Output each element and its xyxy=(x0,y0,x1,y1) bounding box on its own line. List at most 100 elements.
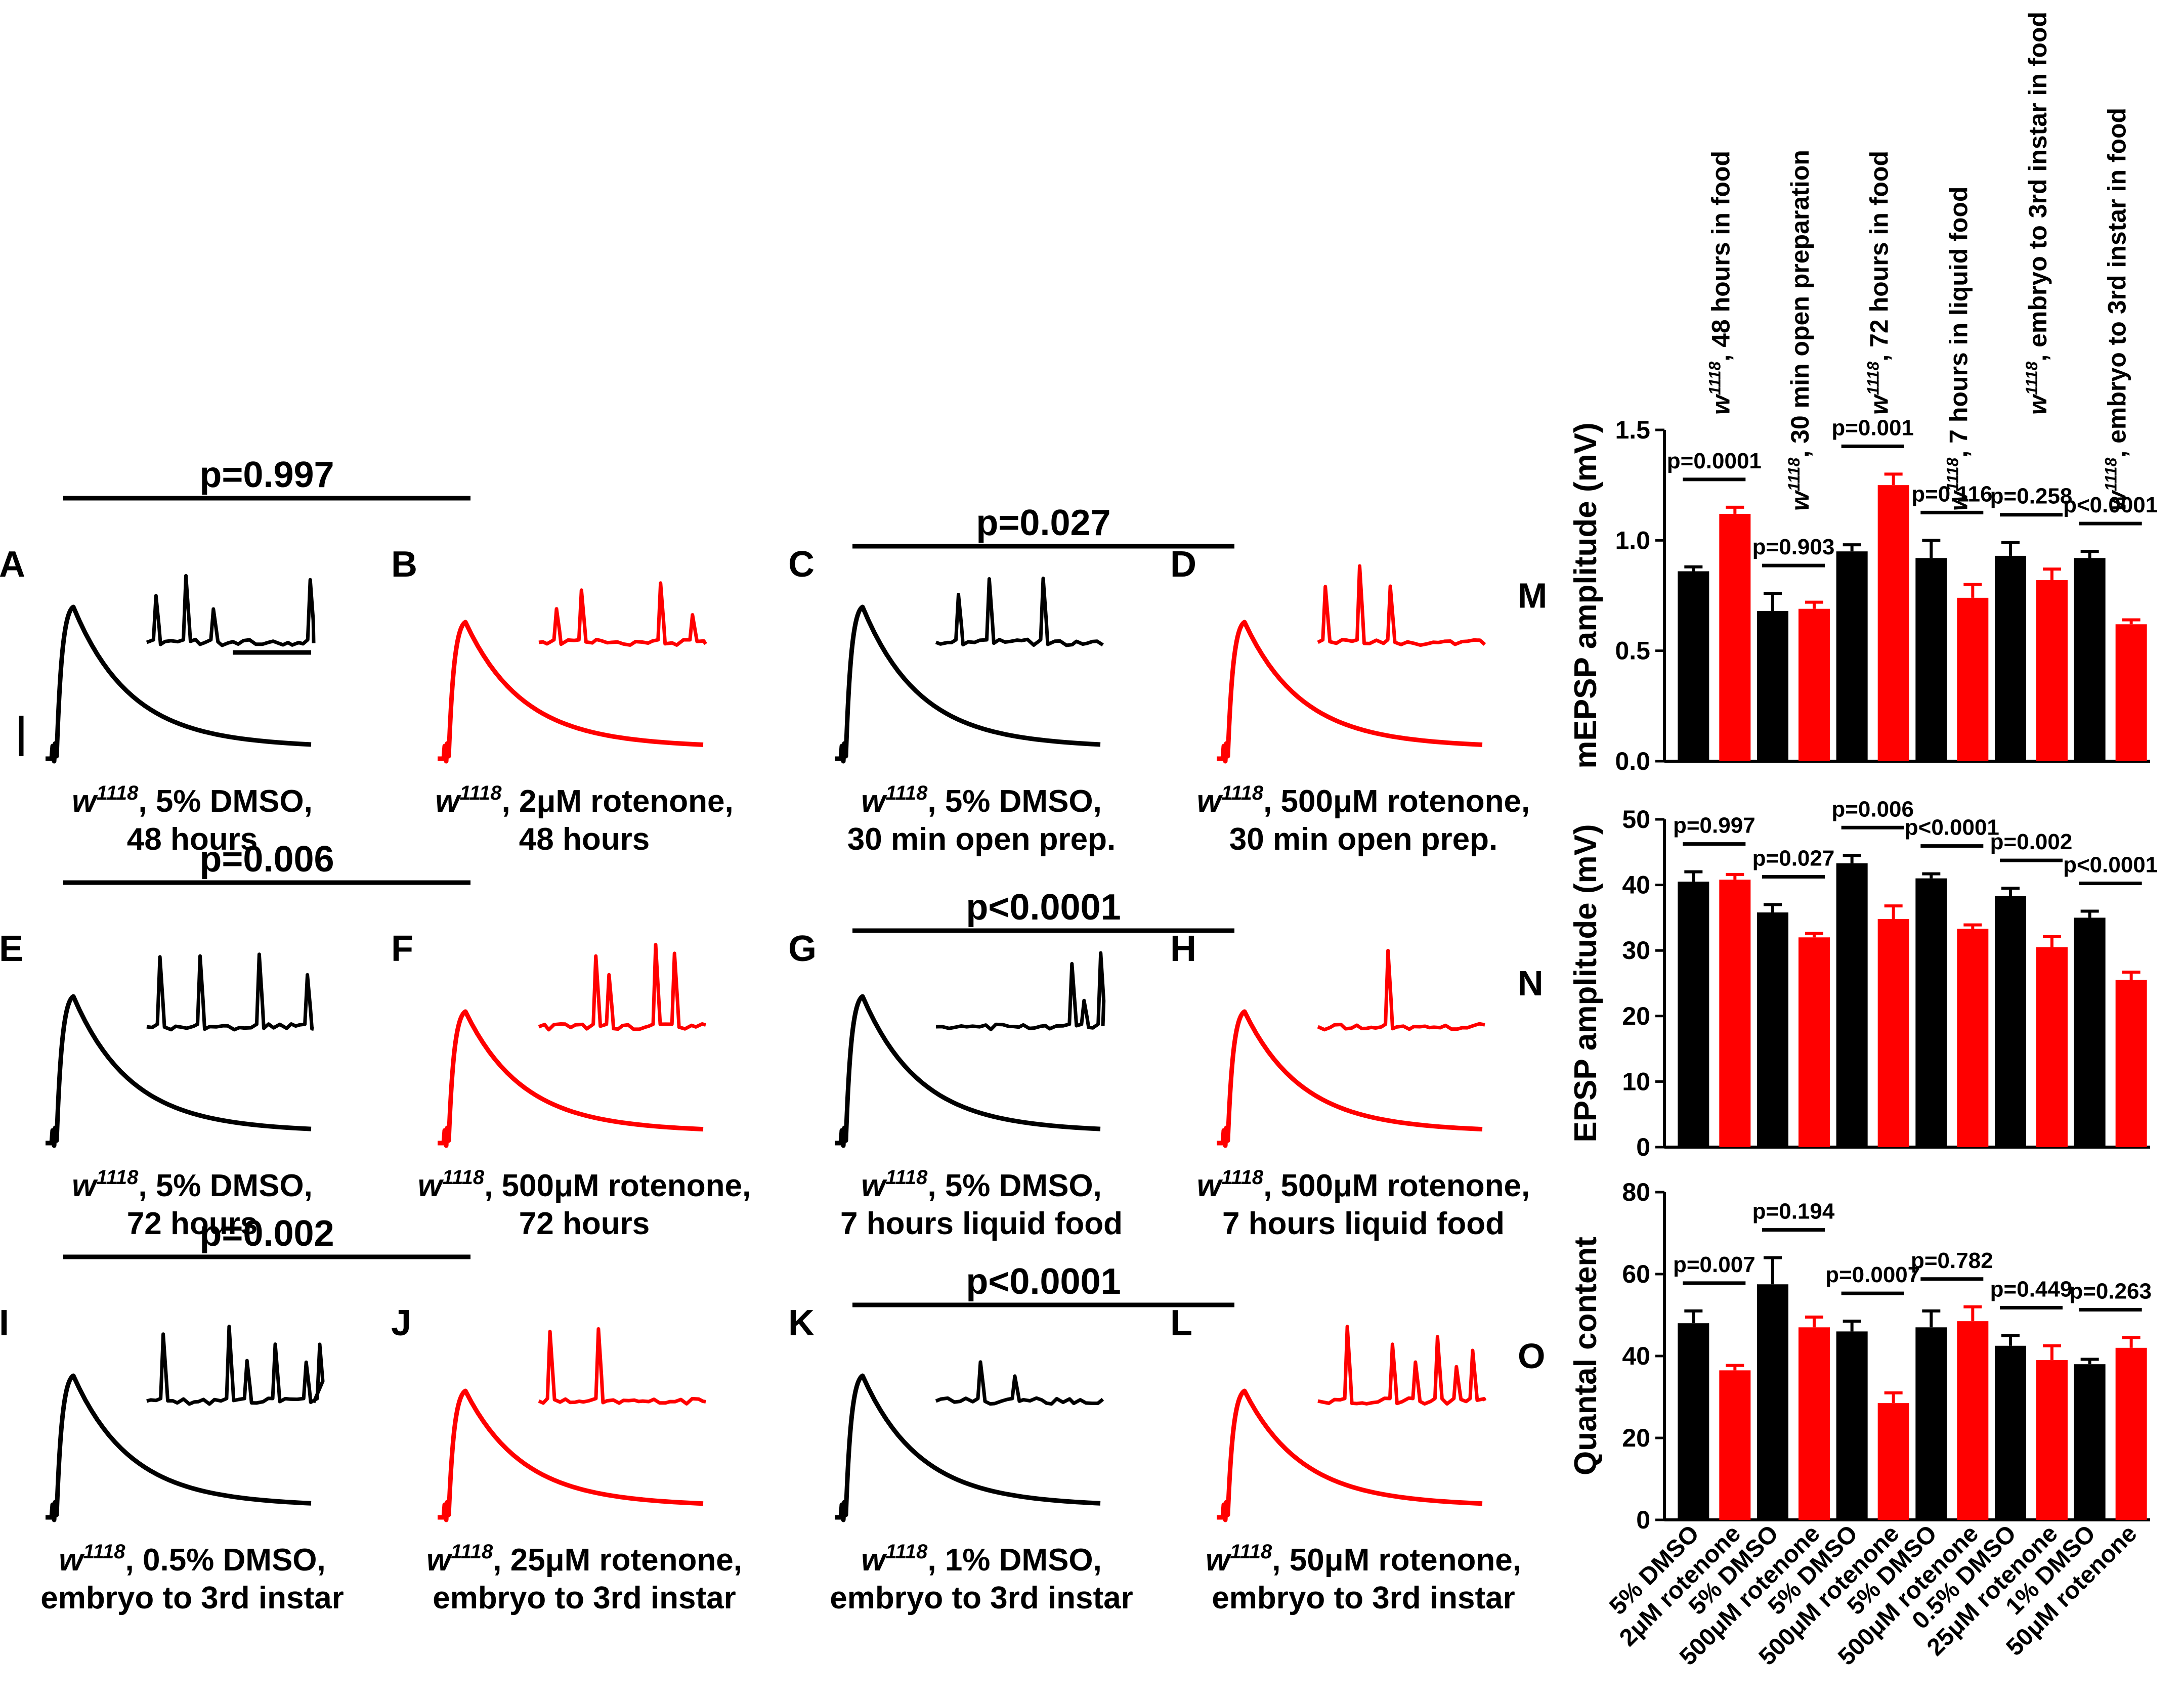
genotype-superscript: 1118 xyxy=(1221,1166,1264,1189)
genotype-superscript: 1118 xyxy=(1705,361,1724,395)
condition-text: , 500μM rotenone, xyxy=(1263,784,1530,819)
panel-letter: K xyxy=(788,1303,815,1343)
control-bar xyxy=(2074,1364,2106,1520)
panel-letter: N xyxy=(1518,964,1544,1003)
p-value-label: p=0.0001 xyxy=(1667,449,1762,473)
genotype-superscript: 1118 xyxy=(885,782,928,804)
control-bar xyxy=(1915,558,1947,761)
condition-text: , 2μM rotenone, xyxy=(502,784,734,819)
p-value-label: p<0.0001 xyxy=(966,1261,1121,1302)
condition-text: , 5% DMSO, xyxy=(927,784,1102,819)
genotype: w xyxy=(861,1168,887,1203)
p-value-label: p=0.782 xyxy=(1911,1248,1993,1273)
genotype: w xyxy=(1944,490,1973,511)
p-value-label: p=0.027 xyxy=(976,503,1110,543)
y-tick-label: 20 xyxy=(1622,1002,1650,1030)
p-value-label: p=0.002 xyxy=(199,1213,334,1254)
genotype-superscript: 1118 xyxy=(451,1541,493,1563)
y-tick-label: 0.5 xyxy=(1615,637,1650,665)
treatment-bar xyxy=(1877,919,1909,1147)
y-tick-label: 1.5 xyxy=(1615,416,1650,444)
control-bar xyxy=(1836,863,1868,1147)
treatment-bar xyxy=(1798,1327,1830,1520)
control-bar xyxy=(2074,558,2106,761)
y-tick-label: 40 xyxy=(1622,871,1650,899)
treatment-bar xyxy=(1957,929,1989,1147)
mepsp-trace xyxy=(538,1327,706,1406)
p-value-label: p=0.027 xyxy=(1752,846,1835,870)
genotype-superscript: 1118 xyxy=(1943,457,1961,491)
condition-label: w1118, embryo to 3rd instar in food xyxy=(2023,12,2052,415)
treatment-bar xyxy=(1719,880,1751,1147)
trace-caption-line2: 30 min open prep. xyxy=(847,822,1116,857)
treatment-bar xyxy=(1798,937,1830,1147)
epsp-trace xyxy=(1217,1009,1483,1148)
y-tick-label: 60 xyxy=(1622,1260,1650,1288)
bar-chart-O: 0 20 40 60 80 Quantal content Op=0.007 p=0.194 p… xyxy=(1518,1178,2152,1671)
y-tick-label: 30 xyxy=(1622,936,1650,965)
trace-caption-line2: embryo to 3rd instar xyxy=(1212,1581,1515,1615)
mepsp-trace xyxy=(935,1360,1104,1406)
y-tick-label: 10 xyxy=(1622,1067,1650,1096)
panel-letter: B xyxy=(391,544,417,585)
genotype-superscript: 1118 xyxy=(1230,1541,1272,1563)
trace-caption-line1: w1118, 50μM rotenone, xyxy=(1206,1541,1521,1578)
genotype-superscript: 1118 xyxy=(459,782,502,804)
treatment-bar xyxy=(2115,1347,2147,1520)
epsp-trace xyxy=(835,994,1101,1148)
p-value-label: p=0.001 xyxy=(1831,415,1914,440)
trace-caption-line1: w1118, 5% DMSO, xyxy=(72,782,313,819)
genotype-superscript: 1118 xyxy=(885,1166,928,1189)
condition-text: , 72 hours in food xyxy=(1865,151,1894,362)
trace-caption-line1: w1118, 5% DMSO, xyxy=(861,782,1102,819)
control-bar xyxy=(1678,1323,1709,1520)
trace-caption-line1: w1118, 500μM rotenone, xyxy=(1197,782,1530,819)
trace-caption-line1: w1118, 5% DMSO, xyxy=(72,1166,313,1203)
panel-letter: C xyxy=(788,544,815,585)
trace-caption-line1: w1118, 1% DMSO, xyxy=(861,1541,1102,1578)
panel-letter: D xyxy=(1170,544,1196,585)
control-bar xyxy=(1757,912,1788,1147)
condition-label: w1118, 30 min open preparation xyxy=(1785,150,1814,511)
genotype-superscript: 1118 xyxy=(2102,457,2120,491)
panel-letter: L xyxy=(1170,1303,1192,1343)
trace-caption-line2: 48 hours xyxy=(519,822,650,857)
epsp-trace xyxy=(438,1009,704,1148)
treatment-bar xyxy=(2036,580,2068,761)
genotype: w xyxy=(72,1168,98,1203)
bar-chart-M: 0.0 0.5 1.0 1.5 mEPSP amplitude (mV) Mp=0.000… xyxy=(1518,12,2158,775)
control-bar xyxy=(1995,555,2026,761)
trace-caption-line2: embryo to 3rd instar xyxy=(433,1581,736,1615)
genotype-superscript: 1118 xyxy=(1864,361,1882,395)
y-tick-label: 0 xyxy=(1636,1133,1650,1161)
mepsp-trace xyxy=(1317,948,1485,1032)
epsp-trace xyxy=(46,1373,312,1522)
condition-text: , 48 hours in food xyxy=(1706,151,1735,362)
y-tick-label: 0.0 xyxy=(1615,747,1650,775)
condition-label: w1118, embryo to 3rd instar in food xyxy=(2102,108,2131,511)
control-bar xyxy=(1915,878,1947,1147)
p-value-label: p<0.0001 xyxy=(966,887,1121,928)
p-value-label: p=0.116 xyxy=(1911,482,1992,506)
condition-label: w1118, 72 hours in food xyxy=(1864,151,1894,415)
trace-caption-line1: w1118, 5% DMSO, xyxy=(861,1166,1102,1203)
trace-caption-line1: w1118, 500μM rotenone, xyxy=(418,1166,751,1203)
y-tick-label: 80 xyxy=(1622,1178,1650,1206)
trace-caption-line1: w1118, 25μM rotenone, xyxy=(426,1541,742,1578)
control-bar xyxy=(1836,1331,1868,1520)
mepsp-trace xyxy=(146,574,316,647)
genotype-superscript: 1118 xyxy=(96,1166,139,1189)
control-bar xyxy=(1836,551,1868,761)
genotype: w xyxy=(72,784,98,819)
condition-text: , 50μM rotenone, xyxy=(1272,1543,1521,1578)
treatment-bar xyxy=(1719,1370,1751,1520)
p-value-label: p=0.997 xyxy=(199,455,334,495)
genotype: w xyxy=(861,1543,887,1578)
genotype-superscript: 1118 xyxy=(1785,457,1803,491)
y-axis-label: EPSP amplitude (mV) xyxy=(1568,824,1603,1142)
panel-letter: H xyxy=(1170,929,1196,969)
p-value-label: p=0.997 xyxy=(1673,813,1755,838)
